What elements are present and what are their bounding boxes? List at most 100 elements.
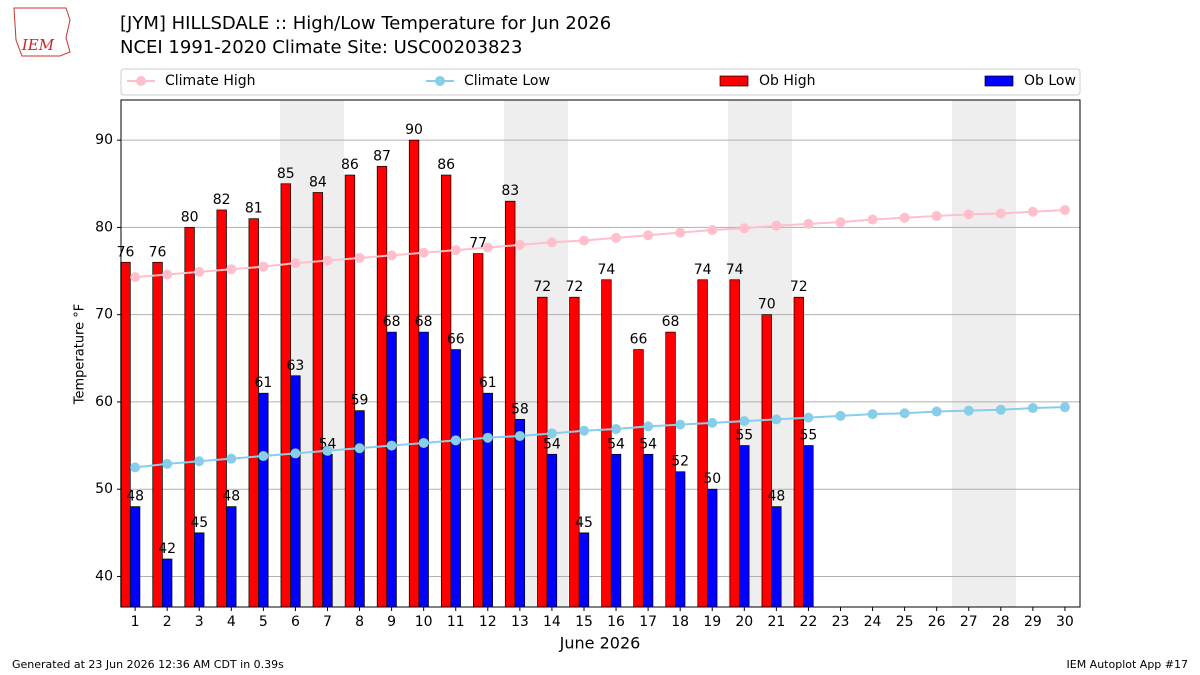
data-label: 45 — [190, 515, 208, 531]
data-label: 68 — [383, 314, 401, 330]
x-tick-label: 5 — [259, 614, 268, 630]
y-tick-label: 50 — [95, 481, 113, 497]
marker — [546, 428, 557, 439]
marker — [835, 410, 846, 421]
marker — [418, 247, 429, 258]
marker — [322, 255, 333, 266]
footer-right: IEM Autoplot App #17 — [1067, 658, 1189, 671]
y-tick-label: 40 — [95, 568, 113, 584]
marker — [1059, 204, 1070, 215]
x-tick-label: 7 — [323, 614, 332, 630]
bar — [793, 296, 804, 608]
data-label: 76 — [149, 244, 167, 260]
data-label: 82 — [213, 192, 231, 208]
x-tick-label: 30 — [1056, 614, 1074, 630]
marker — [386, 440, 397, 451]
legend-swatch — [719, 75, 749, 87]
marker — [194, 456, 205, 467]
x-tick-label: 8 — [355, 614, 364, 630]
bar — [386, 331, 397, 608]
legend-swatch — [984, 75, 1014, 87]
x-tick-label: 18 — [671, 614, 689, 630]
x-tick-label: 25 — [896, 614, 914, 630]
bar — [344, 174, 356, 608]
x-tick-label: 26 — [928, 614, 946, 630]
marker — [546, 237, 557, 248]
x-tick-label: 9 — [387, 614, 396, 630]
marker — [643, 230, 654, 241]
bar — [312, 192, 324, 608]
marker — [226, 264, 237, 275]
marker — [418, 437, 429, 448]
bar — [633, 349, 644, 608]
bar — [514, 419, 526, 608]
x-tick-label: 11 — [447, 614, 465, 630]
marker — [611, 423, 622, 434]
data-label: 55 — [800, 428, 818, 444]
marker — [354, 252, 365, 263]
x-tick-label: 27 — [960, 614, 978, 630]
data-label: 55 — [735, 428, 753, 444]
data-label: 61 — [254, 375, 272, 391]
x-tick-label: 20 — [735, 614, 753, 630]
data-label: 72 — [790, 279, 808, 295]
y-tick-label: 80 — [95, 219, 113, 235]
y-tick-label: 90 — [95, 132, 113, 148]
marker — [514, 239, 525, 250]
marker — [130, 272, 141, 283]
marker — [771, 220, 782, 231]
bar — [162, 558, 173, 608]
marker — [1059, 402, 1070, 413]
data-label: 90 — [405, 122, 423, 138]
bar — [450, 349, 461, 608]
legend-label: Ob High — [759, 73, 816, 89]
x-tick-label: 12 — [479, 614, 497, 630]
plot-frame — [120, 99, 1081, 608]
marker — [899, 408, 910, 419]
x-tick-label: 17 — [639, 614, 657, 630]
marker — [675, 419, 686, 430]
marker — [867, 214, 878, 225]
x-tick-label: 1 — [131, 614, 140, 630]
marker — [226, 453, 237, 464]
data-label: 74 — [694, 262, 712, 278]
legend-marker — [136, 76, 146, 86]
legend-marker — [435, 76, 445, 86]
x-tick-label: 4 — [227, 614, 236, 630]
marker — [739, 223, 750, 234]
bar — [642, 453, 654, 608]
marker — [963, 209, 974, 220]
marker — [899, 212, 910, 223]
legend-label: Ob Low — [1024, 73, 1076, 89]
bar — [707, 488, 718, 608]
legend — [120, 68, 1081, 96]
bar — [248, 218, 259, 608]
x-axis-label: June 2026 — [559, 634, 641, 653]
data-label: 72 — [533, 279, 551, 295]
marker — [675, 227, 686, 238]
bar — [482, 392, 493, 608]
x-tick-label: 14 — [543, 614, 561, 630]
bar — [408, 139, 420, 608]
marker — [578, 235, 589, 246]
marker — [1027, 403, 1038, 414]
data-label: 59 — [351, 393, 369, 409]
data-label: 86 — [341, 157, 359, 173]
bar — [739, 445, 750, 608]
marker — [771, 414, 782, 425]
logo-text: IEM — [21, 36, 55, 54]
marker — [707, 417, 718, 428]
chart-title: [JYM] HILLSDALE :: High/Low Temperature … — [120, 13, 611, 34]
data-label: 68 — [415, 314, 433, 330]
marker — [1027, 206, 1038, 217]
marker — [258, 451, 269, 462]
marker — [290, 258, 301, 269]
data-label: 66 — [447, 332, 465, 348]
marker — [290, 448, 301, 459]
marker — [867, 409, 878, 420]
data-label: 87 — [373, 148, 391, 164]
bar — [280, 183, 291, 608]
x-tick-label: 19 — [703, 614, 721, 630]
x-tick-label: 23 — [832, 614, 850, 630]
marker — [162, 269, 173, 280]
